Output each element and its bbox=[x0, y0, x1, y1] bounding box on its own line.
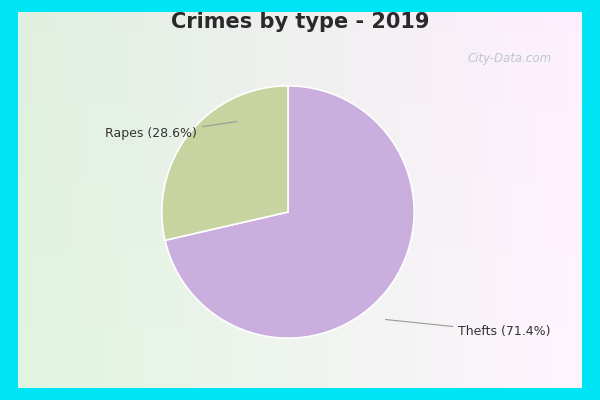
Wedge shape bbox=[162, 86, 288, 240]
Text: Rapes (28.6%): Rapes (28.6%) bbox=[105, 122, 238, 140]
Text: City-Data.com: City-Data.com bbox=[468, 52, 552, 65]
Text: Crimes by type - 2019: Crimes by type - 2019 bbox=[171, 12, 429, 32]
Wedge shape bbox=[165, 86, 414, 338]
Text: Thefts (71.4%): Thefts (71.4%) bbox=[385, 320, 551, 338]
